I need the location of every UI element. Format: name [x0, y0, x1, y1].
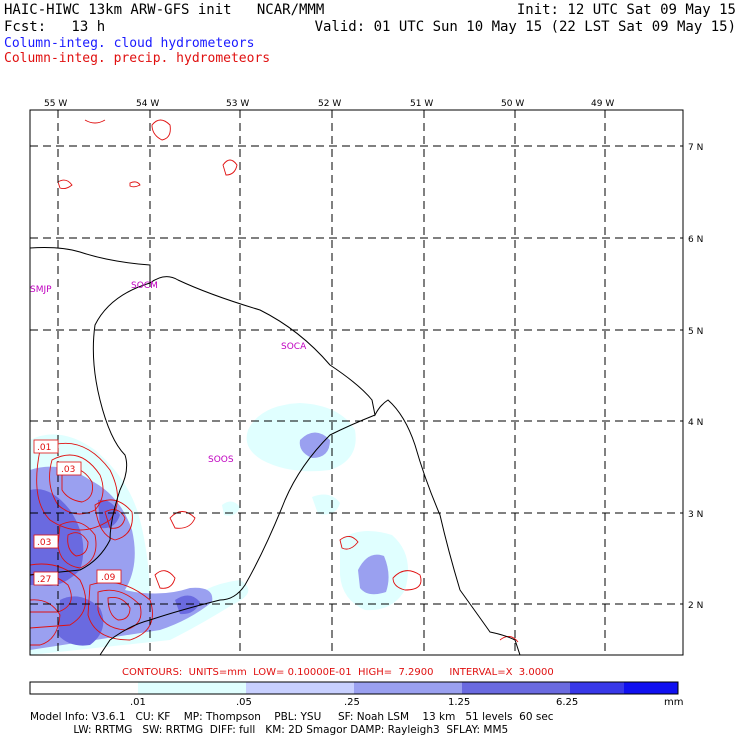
contour-info: CONTOURS: UNITS=mm LOW= 0.10000E-01 HIGH… [122, 667, 554, 678]
colorbar-ticks: .01 .05 .25 1.25 6.25 mm [130, 697, 683, 708]
contour-label: .01 [37, 443, 51, 453]
lon-label: 50 W [501, 99, 524, 109]
valid-time: Valid: 01 UTC Sun 10 May 15 (22 LST Sat … [314, 19, 736, 35]
colorbar [29, 681, 679, 695]
colorbar-segment [138, 682, 246, 694]
lon-label: 52 W [318, 99, 341, 109]
lat-label: 7 N [688, 143, 703, 153]
lat-label: 4 N [688, 418, 703, 428]
colorbar-tick: 1.25 [448, 697, 470, 708]
contour-label: .09 [101, 573, 116, 583]
contour-label: .03 [61, 465, 75, 475]
colorbar-segment [570, 682, 624, 694]
station-soos: SOOS [208, 455, 234, 465]
station-labels: SMJP SOCM SOCA SOOS [30, 281, 307, 465]
lon-label: 55 W [44, 99, 67, 109]
colorbar-tick: .01 [130, 697, 146, 708]
forecast-hour: Fcst: 13 h [4, 19, 106, 35]
lat-label: 5 N [688, 327, 703, 337]
lon-label: 53 W [226, 99, 249, 109]
colorbar-tick: 6.25 [556, 697, 578, 708]
colorbar-segment [30, 682, 138, 694]
lat-axis: 7 N 6 N 5 N 4 N 3 N 2 N [688, 143, 703, 611]
colorbar-tick: .25 [344, 697, 360, 708]
colorbar-tick: .05 [236, 697, 252, 708]
contour-label: .03 [37, 538, 51, 548]
model-info-line2: LW: RRTMG SW: RRTMG DIFF: full KM: 2D Sm… [30, 724, 509, 736]
station-smjp: SMJP [30, 285, 52, 295]
lon-label: 49 W [591, 99, 614, 109]
coastline [30, 247, 521, 655]
shading-layer [30, 403, 409, 655]
map-frame [29, 109, 684, 656]
colorbar-segment [354, 682, 462, 694]
station-soca: SOCA [281, 342, 307, 352]
contour-value-labels: .01 .03 .03 .27 .09 [33, 439, 122, 586]
legend-precip: Column-integ. precip. hydrometeors [4, 51, 271, 66]
lon-axis: 55 W 54 W 53 W 52 W 51 W 50 W 49 W [44, 99, 614, 109]
colorbar-segment [462, 682, 570, 694]
contour-label: .27 [37, 575, 51, 585]
legend-cloud: Column-integ. cloud hydrometeors [4, 36, 255, 51]
lon-label: 54 W [136, 99, 159, 109]
lat-lon-grid [30, 110, 683, 655]
lon-label: 51 W [410, 99, 433, 109]
station-socm: SOCM [131, 281, 158, 291]
colorbar-segment [624, 682, 678, 694]
lat-label: 3 N [688, 510, 703, 520]
precip-contours [30, 119, 519, 646]
colorbar-segment [246, 682, 354, 694]
init-time: Init: 12 UTC Sat 09 May 15 [516, 2, 736, 18]
model-info-line1: Model Info: V3.6.1 CU: KF MP: Thompson P… [30, 711, 554, 723]
model-title: HAIC-HIWC 13km ARW-GFS init NCAR/MMM [4, 2, 325, 18]
lat-label: 2 N [688, 601, 703, 611]
colorbar-unit: mm [664, 697, 683, 708]
lat-label: 6 N [688, 235, 703, 245]
